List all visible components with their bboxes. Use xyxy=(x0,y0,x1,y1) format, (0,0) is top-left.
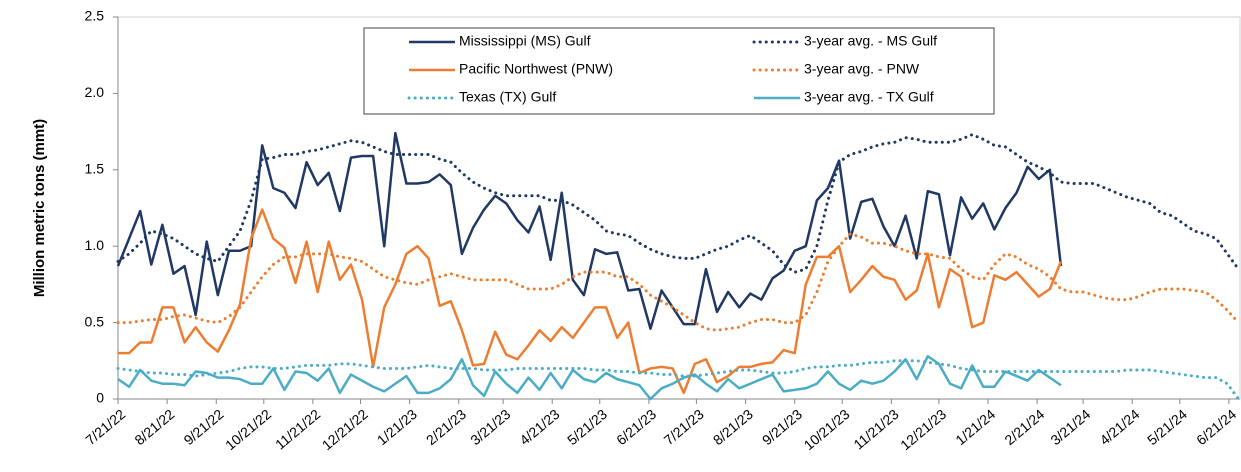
legend: Mississippi (MS) Gulf 3-year avg. - MS Gu… xyxy=(363,27,995,115)
legend-label: 3-year avg. - PNW xyxy=(804,61,920,77)
legend-label: 3-year avg. - MS Gulf xyxy=(804,33,937,49)
y-tick-label: 1.0 xyxy=(85,237,105,253)
series-line xyxy=(117,354,1062,401)
x-tick-label: 12/21/22 xyxy=(319,406,371,453)
y-tick-label: 2.5 xyxy=(85,8,105,24)
x-tick-label: 7/21/22 xyxy=(82,406,128,448)
series-line xyxy=(116,359,1240,401)
x-tick-label: 3/21/24 xyxy=(1047,406,1093,448)
y-axis-label: Million metric tons (mmt) xyxy=(31,119,48,297)
x-tick-label: 4/21/24 xyxy=(1096,406,1142,448)
x-tick-label: 9/21/23 xyxy=(759,406,805,448)
series-line xyxy=(118,208,1063,395)
y-tick-label: 2.0 xyxy=(85,84,105,100)
y-tick-label: 0.5 xyxy=(85,313,105,329)
x-tick-label: 8/21/23 xyxy=(710,406,756,448)
series-line xyxy=(116,131,1063,330)
x-tick-label: 11/21/23 xyxy=(850,406,901,453)
x-tick-label: 4/21/23 xyxy=(516,406,562,448)
legend-box xyxy=(363,27,995,115)
legend-label: Mississippi (MS) Gulf xyxy=(459,33,591,49)
x-tick-label: 6/21/24 xyxy=(1193,406,1239,448)
x-tick-label: 3/21/23 xyxy=(467,406,513,448)
legend-label: Texas (TX) Gulf xyxy=(459,89,556,105)
x-tick-label: 8/21/22 xyxy=(131,406,177,448)
y-tick-label: 1.5 xyxy=(85,161,105,177)
x-tick-label: 1/21/24 xyxy=(952,406,998,448)
x-tick-label: 1/21/23 xyxy=(374,406,420,448)
x-tick-label: 10/21/22 xyxy=(222,406,274,453)
x-tick-label: 2/21/24 xyxy=(1001,406,1047,448)
x-tick-label: 10/21/23 xyxy=(801,406,853,453)
x-tick-label: 7/21/23 xyxy=(661,406,707,448)
series-line xyxy=(116,133,1240,274)
legend-label: Pacific Northwest (PNW) xyxy=(459,61,613,77)
x-tick-label: 12/21/23 xyxy=(897,406,949,453)
x-tick-label: 2/21/23 xyxy=(423,406,469,448)
x-tick-label: 9/21/22 xyxy=(180,406,226,448)
x-tick-label: 5/21/24 xyxy=(1144,406,1190,448)
series-line xyxy=(116,232,1240,332)
y-tick-label: 0 xyxy=(96,390,104,406)
x-tick-label: 5/21/23 xyxy=(564,406,610,448)
legend-label: 3-year avg. - TX Gulf xyxy=(804,89,934,105)
x-tick-label: 6/21/23 xyxy=(613,406,659,448)
x-tick-label: 11/21/22 xyxy=(272,406,323,453)
